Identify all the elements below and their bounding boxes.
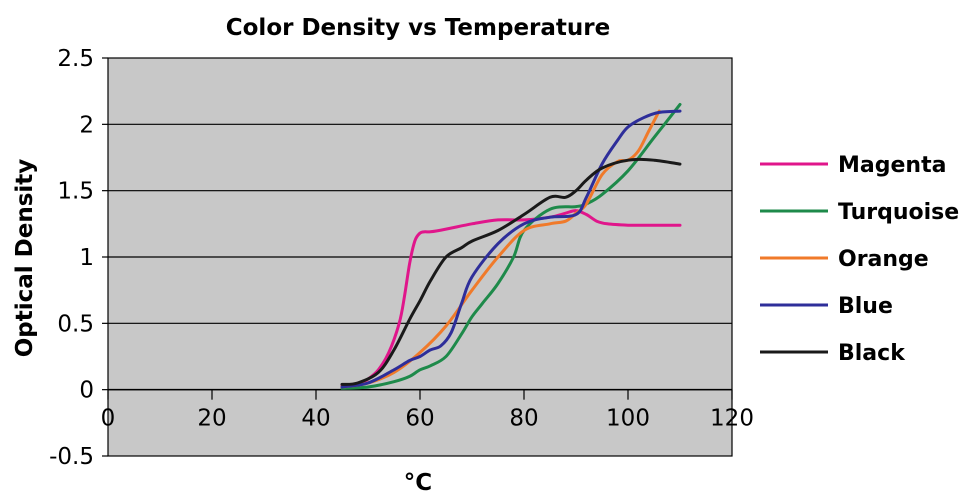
y-tick-labels: 2.5 2 1.5 1 0.5 0 -0.5 — [49, 46, 108, 470]
series-line-blue — [340, 109, 682, 389]
x-tick-label: 20 — [197, 406, 226, 432]
legend-label-orange: Orange — [838, 247, 929, 272]
x-axis-label: °C — [404, 470, 432, 496]
y-tick-label: -0.5 — [49, 444, 94, 470]
x-tick-label: 0 — [101, 406, 116, 432]
y-tick-label: 2 — [79, 112, 94, 138]
y-tick-label: 0 — [79, 378, 94, 404]
legend-label-magenta: Magenta — [838, 153, 946, 178]
legend-label-blue: Blue — [838, 294, 893, 319]
chart-title: Color Density vs Temperature — [226, 15, 610, 41]
y-tick-label: 1 — [79, 245, 94, 271]
series-lines — [340, 102, 682, 390]
x-tick-label: 40 — [301, 406, 330, 432]
x-tick-labels: 0 20 40 60 80 100 120 — [101, 389, 754, 432]
x-tick-label: 80 — [509, 406, 538, 432]
series-line-magenta — [340, 209, 682, 388]
y-tick-label: 1.5 — [57, 179, 94, 205]
y-tick-label: 0.5 — [57, 311, 94, 337]
y-axis-label: Optical Density — [12, 159, 38, 358]
y-tick-label: 2.5 — [57, 46, 94, 72]
series-line-black — [340, 157, 682, 386]
legend-label-turquoise: Turquoise — [838, 200, 959, 225]
x-tick-label: 60 — [405, 406, 434, 432]
series-line-turquoise — [340, 102, 682, 390]
legend: Magenta Turquoise Orange Blue Black — [760, 153, 959, 366]
legend-label-black: Black — [838, 341, 906, 366]
x-tick-label: 100 — [606, 406, 650, 432]
x-tick-label: 120 — [710, 406, 754, 432]
